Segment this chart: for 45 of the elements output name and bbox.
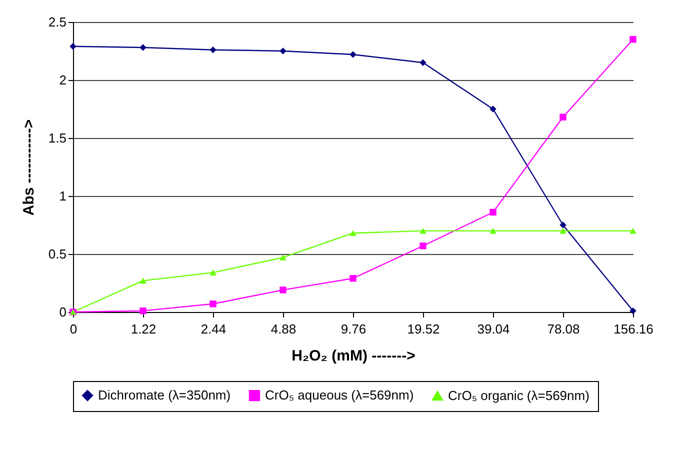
x-axis-title: H₂O₂ (mM) -------> <box>292 348 416 364</box>
x-tick-label: 78.08 <box>547 322 580 336</box>
y-tick-label: 1 <box>59 188 66 204</box>
point <box>350 275 356 282</box>
x-tick-label: 156.16 <box>614 322 654 336</box>
point <box>560 228 566 234</box>
point <box>350 230 356 236</box>
point <box>420 242 426 250</box>
x-tick-label: 2.44 <box>200 322 226 336</box>
point <box>210 46 216 54</box>
point <box>280 286 286 294</box>
point <box>630 36 636 43</box>
point <box>420 59 426 66</box>
y-tick-label: 1.5 <box>48 130 66 146</box>
point <box>210 300 216 308</box>
y-tick-label: 2.5 <box>48 14 66 30</box>
point <box>140 307 146 314</box>
point <box>560 114 566 120</box>
point <box>140 278 146 284</box>
x-tick-label: 9.76 <box>340 322 366 336</box>
point <box>280 48 286 54</box>
y-tick-label: 2 <box>59 72 66 88</box>
point <box>630 228 636 234</box>
point <box>490 228 496 234</box>
x-tick-label: 19.52 <box>407 322 440 336</box>
x-tick-label: 39.04 <box>477 322 510 336</box>
point <box>490 106 496 112</box>
legend-label: CrO₅ aqueous (λ=569nm) <box>265 388 414 403</box>
point <box>630 307 636 314</box>
x-tick-label: 1.22 <box>130 322 156 336</box>
point <box>210 270 216 276</box>
point <box>420 228 426 234</box>
y-axis-title: Abs -----------> <box>20 119 38 216</box>
point <box>280 254 286 260</box>
point <box>140 44 146 51</box>
y-tick-label: 0 <box>59 304 66 320</box>
y-tick-label: 0.5 <box>48 246 66 262</box>
legend-label: Dichromate (λ=350nm) <box>98 388 231 403</box>
point <box>350 51 356 58</box>
legend-label: CrO₅ organic (λ=569nm) <box>448 388 590 403</box>
point <box>560 222 566 228</box>
point <box>490 208 496 216</box>
x-tick-label: 0 <box>70 322 78 336</box>
point <box>70 43 76 50</box>
x-tick-label: 4.88 <box>270 322 296 336</box>
